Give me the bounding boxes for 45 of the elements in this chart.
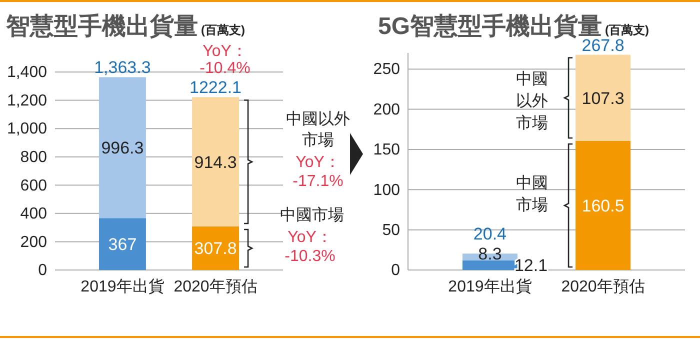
data-label: 107.3 [582,88,624,108]
bar [192,226,240,270]
y-tick-label: 0 [391,262,400,280]
text: YoY：-17.1% [292,154,344,190]
x-tick-label: 2020年預估 [561,278,645,296]
data-label: 367 [108,235,137,254]
y-tick-label: 400 [20,206,48,223]
bar [576,54,631,142]
x-tick-label: 2020年預估 [174,278,258,296]
total-label: 1222.1 [190,78,242,98]
bar [98,77,146,218]
data-label: 914.3 [194,152,237,172]
total-label: 1,363.3 [94,58,151,78]
annotation: 中國以外市場 [516,70,548,132]
y-tick-label: 600 [20,177,48,194]
bar [98,218,146,270]
y-tick-label: 1,200 [6,92,48,110]
text: 中國以外市場 [286,110,350,149]
y-tick-label: 150 [373,142,400,159]
bar [576,141,631,270]
data-label: 160.5 [582,196,624,216]
bar [462,260,518,270]
total-label: 20.4 [473,224,507,244]
y-tick-label: 800 [20,148,48,166]
bar [192,97,240,226]
y-tick-label: 200 [20,234,48,251]
x-tick-label: 2019年出貨 [80,277,164,296]
data-label: 8.3 [478,244,502,264]
chart-title: 智慧型手機出貨量 [5,13,198,40]
y-axis-title: (百萬支) [605,23,650,37]
y-tick-label: 1,000 [6,120,48,138]
text: YoY：-10.3% [284,229,336,265]
y-tick-label: 0 [38,262,48,280]
y-axis-title: (百萬支) [201,23,245,37]
y-tick-label: 100 [373,182,400,199]
y-tick-label: 250 [373,61,400,78]
x-tick-label: 2019年出貨 [448,277,532,296]
annotation: 中國市場 [516,174,548,214]
y-tick-label: 50 [382,222,400,239]
annotation: 中國市場 [280,206,344,224]
y-tick-label: 200 [373,101,400,118]
annotation: YoY：-10.4% [200,43,250,77]
data-label: 996.3 [101,138,144,158]
y-tick-label: 1,400 [6,64,48,82]
data-label: 307.8 [194,239,237,258]
